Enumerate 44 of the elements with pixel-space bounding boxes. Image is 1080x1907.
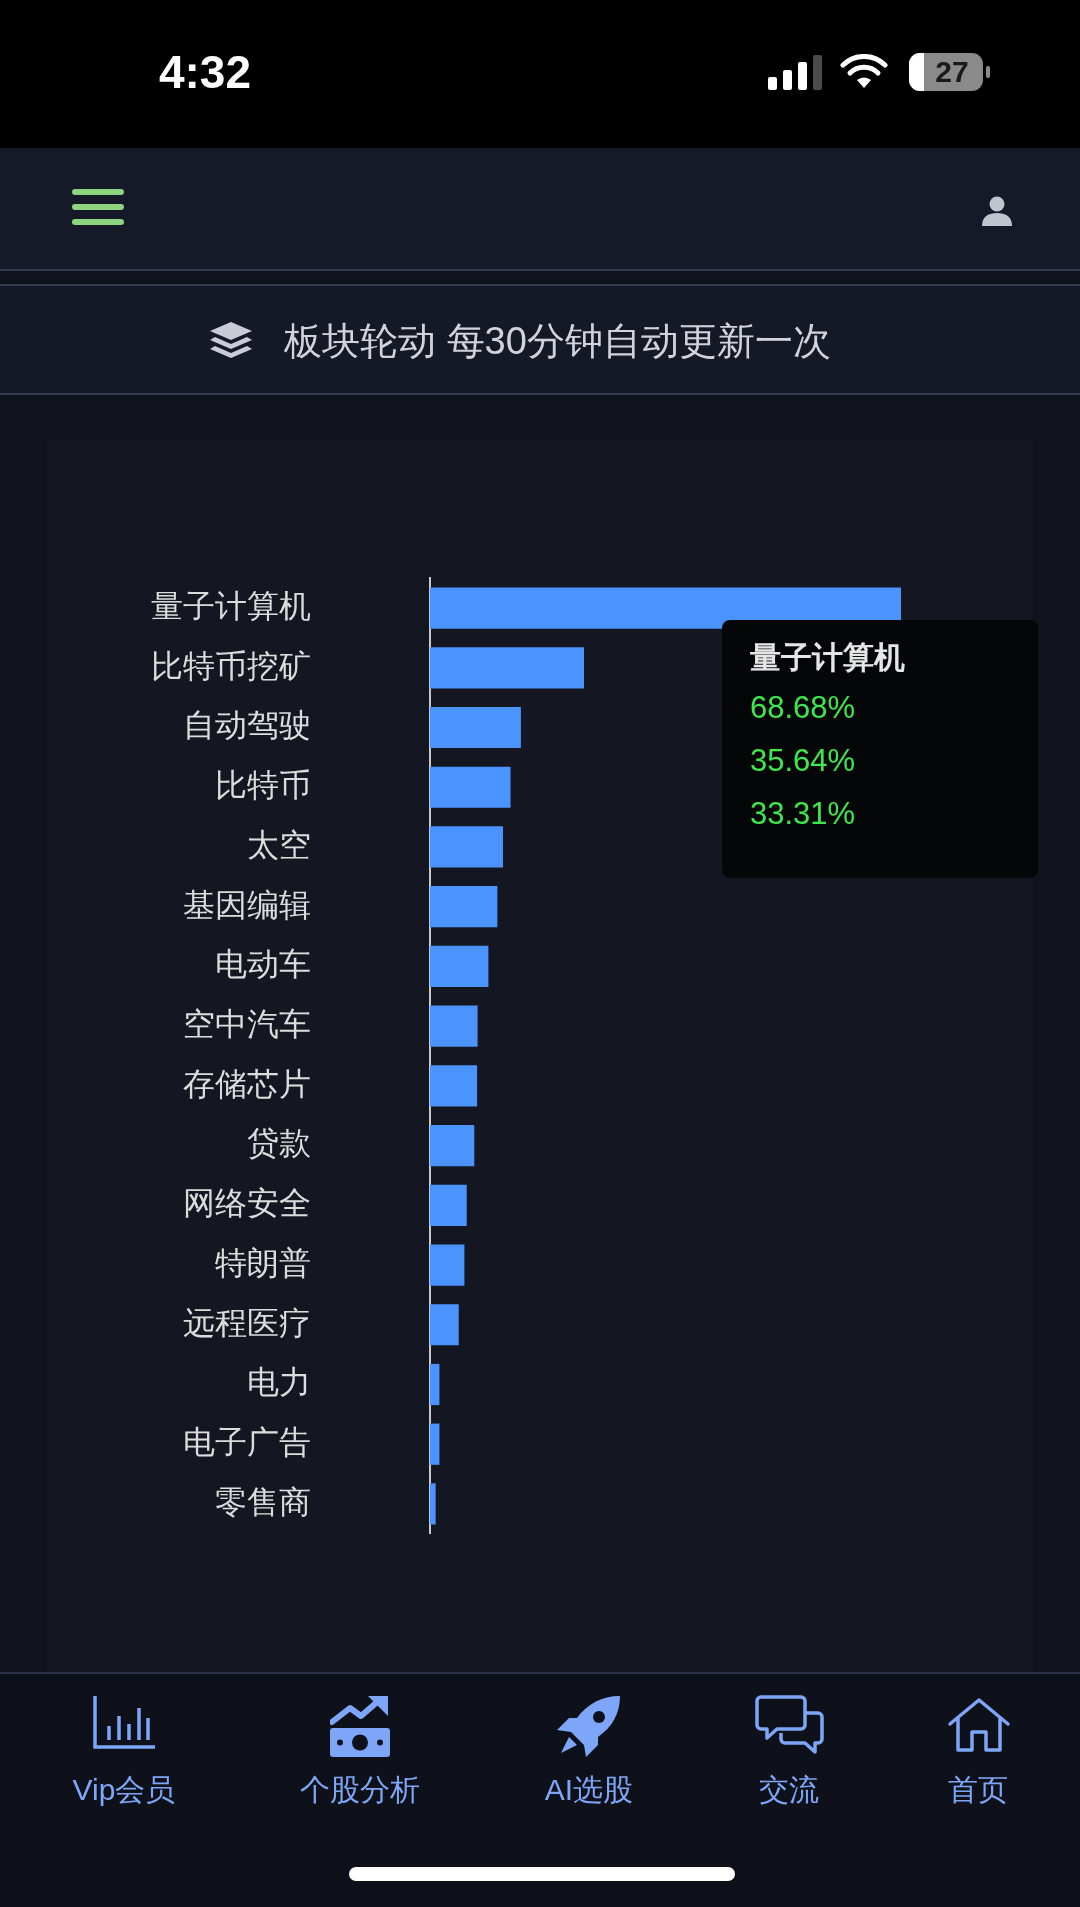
text: AI选股	[543, 1772, 635, 1808]
bar	[430, 1363, 440, 1406]
y-tick-label: 电子广告	[183, 1424, 311, 1461]
bar	[430, 826, 504, 868]
y-tick-label: 零售商	[215, 1483, 311, 1520]
bar	[430, 1124, 475, 1167]
y-tick-label: 空中汽车	[183, 1005, 311, 1042]
text: Vip会员	[71, 1772, 177, 1808]
annotation: 量子计算机	[750, 639, 905, 677]
chart-title: 板块轮动 每30分钟自动更新一次	[284, 319, 831, 364]
y-tick-label: 网络安全	[183, 1185, 311, 1222]
annotation: 68.68%	[750, 689, 856, 727]
text: 交流	[758, 1772, 820, 1808]
annotation: 33.31%	[750, 795, 856, 833]
bar	[430, 1304, 459, 1346]
bar	[430, 647, 585, 689]
text: 27	[934, 54, 970, 90]
y-tick-label: 存储芯片	[183, 1065, 311, 1102]
bar	[430, 945, 489, 988]
y-tick-label: 基因编辑	[183, 886, 311, 923]
bar	[430, 1184, 467, 1226]
text: 首页	[947, 1772, 1009, 1808]
y-tick-label: 远程医疗	[183, 1304, 311, 1341]
y-tick-label: 电力	[247, 1364, 311, 1401]
y-tick-label: 贷款	[247, 1125, 311, 1162]
y-tick-label: 电动车	[215, 946, 311, 983]
y-tick-label: 自动驾驶	[183, 707, 311, 744]
bar	[430, 1483, 436, 1525]
bar	[430, 886, 498, 928]
bar	[430, 1244, 465, 1286]
y-tick-label: 太空	[247, 826, 311, 863]
text: 个股分析	[299, 1772, 421, 1808]
text: 4:32	[157, 46, 253, 98]
y-tick-label: 量子计算机	[151, 587, 311, 624]
bar	[430, 587, 901, 629]
bar	[430, 1423, 440, 1465]
bar	[430, 1065, 478, 1107]
bar	[430, 706, 521, 749]
y-tick-label: 比特币挖矿	[151, 647, 311, 684]
bar	[430, 766, 511, 808]
bar	[430, 1005, 478, 1047]
y-tick-label: 比特币	[215, 767, 311, 804]
y-tick-label: 特朗普	[215, 1244, 311, 1281]
annotation: 35.64%	[750, 742, 856, 780]
